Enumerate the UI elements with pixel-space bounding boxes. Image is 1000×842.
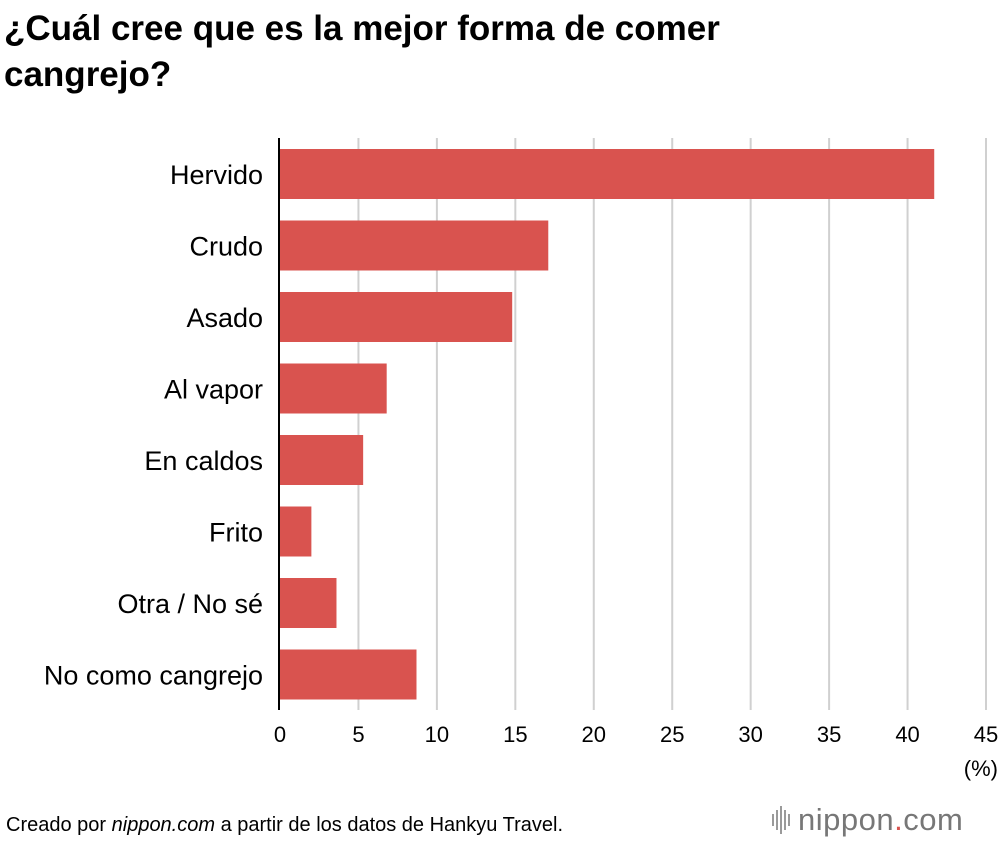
bar xyxy=(280,363,387,414)
source-site: nippon.com xyxy=(111,814,216,836)
logo-name: nippon xyxy=(798,802,895,837)
x-tick-label: 15 xyxy=(503,722,527,747)
bar xyxy=(280,506,312,557)
category-label: En caldos xyxy=(144,446,263,476)
x-tick-label: 25 xyxy=(660,722,684,747)
grid-lines xyxy=(357,138,987,710)
bar xyxy=(280,435,364,485)
bar xyxy=(280,149,935,199)
logo-dot: . xyxy=(894,802,904,837)
bars xyxy=(280,149,935,700)
x-tick-label: 5 xyxy=(352,722,364,747)
category-label: Al vapor xyxy=(164,375,263,405)
x-tick-label: 30 xyxy=(738,722,762,747)
x-tick-label: 10 xyxy=(425,722,449,747)
logo-text: nippon.com xyxy=(798,800,963,840)
source-note: Creado por nippon.com a partir de los da… xyxy=(6,812,563,838)
logo-bars-icon xyxy=(772,805,790,835)
x-axis-unit-label: (%) xyxy=(964,756,998,781)
bar xyxy=(280,649,417,700)
x-tick-labels: 0 5 10 15 20 25 30 35 40 45 xyxy=(274,722,998,747)
bar xyxy=(280,292,513,342)
nippon-logo: nippon.com xyxy=(772,800,963,840)
category-label: Asado xyxy=(186,303,263,333)
bar xyxy=(280,220,549,271)
source-suffix: a partir de los datos de Hankyu Travel. xyxy=(220,814,563,836)
x-tick-label: 45 xyxy=(974,722,998,747)
bar xyxy=(280,578,337,628)
x-tick-label: 40 xyxy=(895,722,919,747)
category-label: Frito xyxy=(209,518,263,548)
source-prefix: Creado por xyxy=(6,814,107,836)
category-label: No como cangrejo xyxy=(44,661,263,691)
logo-tld: com xyxy=(903,802,964,837)
x-tick-label: 0 xyxy=(274,722,286,747)
bar-chart: Hervido Crudo Asado Al vapor En caldos Frito O… xyxy=(44,138,998,781)
x-tick-label: 35 xyxy=(817,722,841,747)
x-tick-label: 20 xyxy=(582,722,606,747)
category-label: Otra / No sé xyxy=(117,589,263,619)
chart-title: ¿Cuál cree que es la mejor forma de come… xyxy=(4,9,720,94)
category-label: Crudo xyxy=(189,232,263,262)
category-label: Hervido xyxy=(170,160,263,190)
category-labels: Hervido Crudo Asado Al vapor En caldos Frito O… xyxy=(44,160,263,691)
